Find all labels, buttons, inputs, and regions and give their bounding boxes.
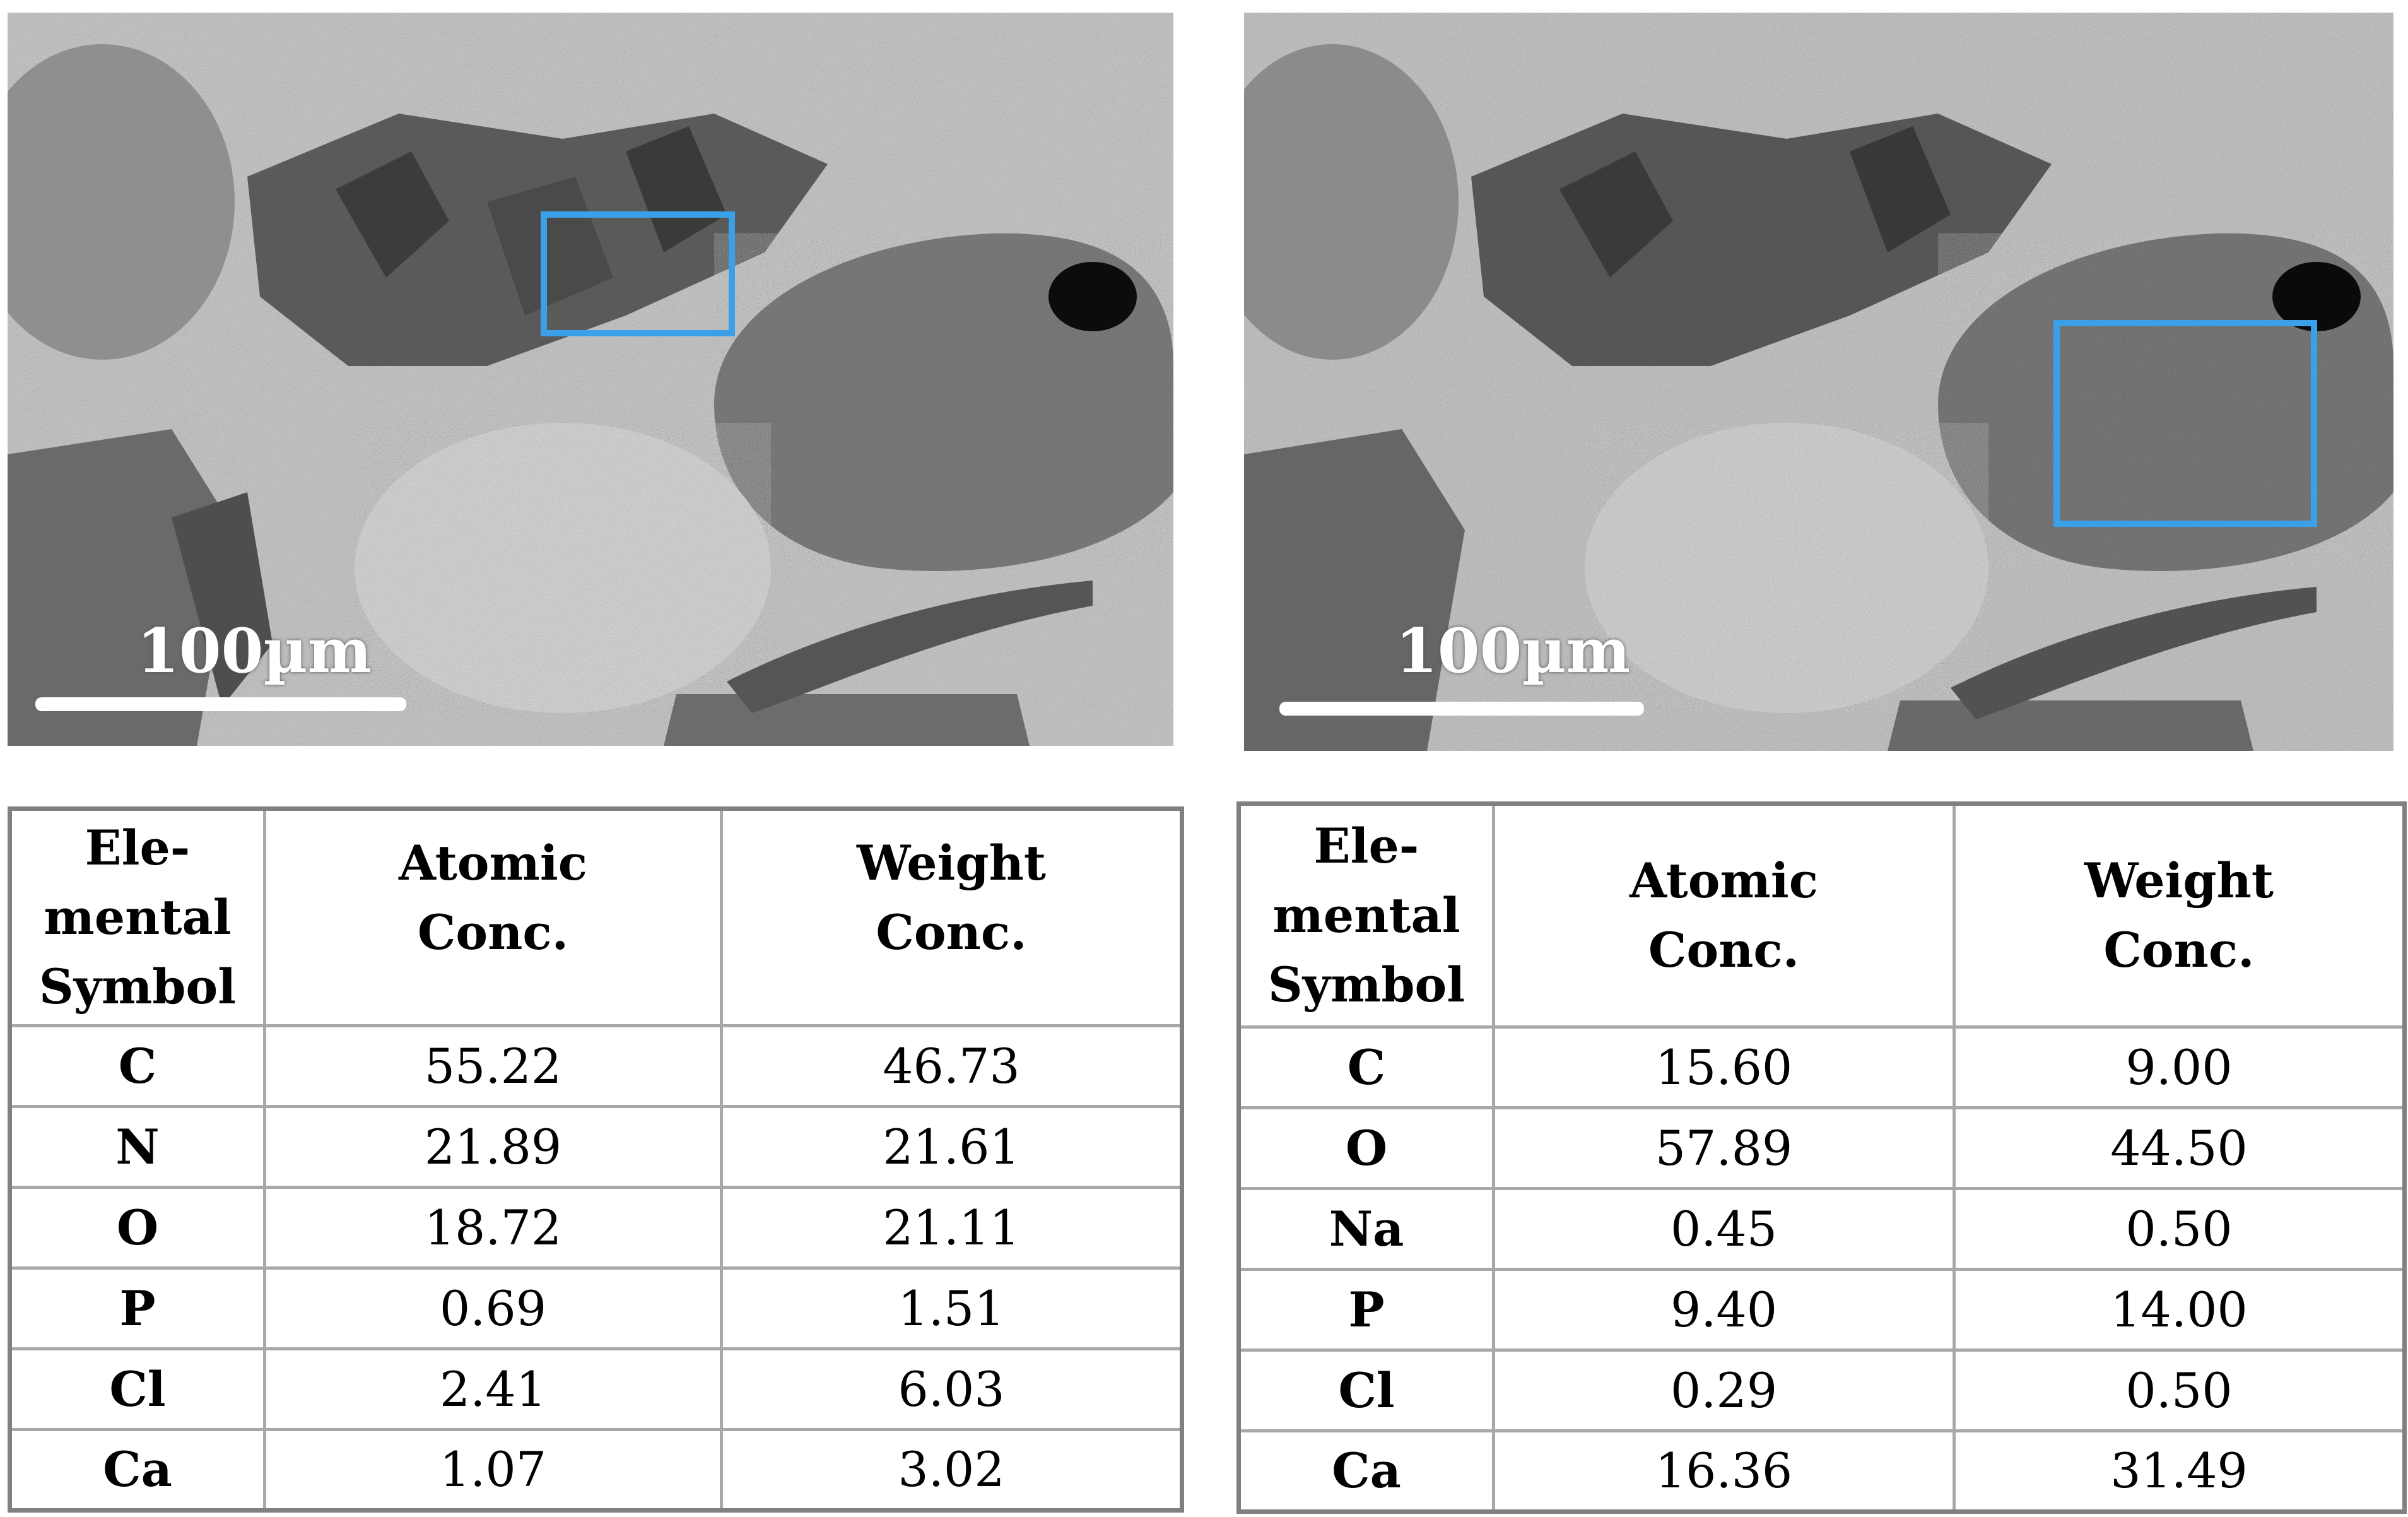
weight-conc-value: 21.11 xyxy=(720,1186,1183,1270)
atomic-conc-value: 9.40 xyxy=(1492,1268,1956,1352)
header-elemental-symbol: Ele- mental Symbol xyxy=(1237,802,1495,1029)
weight-conc-value: 0.50 xyxy=(1953,1187,2406,1271)
table-row: C 55.22 46.73 xyxy=(8,1024,1183,1108)
atomic-conc-value: 55.22 xyxy=(263,1024,723,1108)
table-row: Cl 0.29 0.50 xyxy=(1237,1349,2406,1432)
element-symbol: Na xyxy=(1237,1187,1495,1271)
scale-bar-left xyxy=(35,697,406,711)
table-header-row: Ele- mental Symbol Atomic Conc. Weight C… xyxy=(8,807,1183,1027)
atomic-conc-value: 0.69 xyxy=(263,1266,723,1350)
weight-conc-value: 1.51 xyxy=(720,1266,1183,1350)
element-symbol: Ca xyxy=(1237,1429,1495,1513)
table-row: C 15.60 9.00 xyxy=(1237,1025,2406,1109)
header-elemental-symbol: Ele- mental Symbol xyxy=(8,807,266,1027)
header-atomic-conc: Atomic Conc. xyxy=(263,807,723,1027)
table-header-row: Ele- mental Symbol Atomic Conc. Weight C… xyxy=(1237,802,2406,1029)
weight-conc-value: 14.00 xyxy=(1953,1268,2406,1352)
particle-shape xyxy=(8,44,235,360)
element-symbol: C xyxy=(1237,1025,1495,1109)
atomic-conc-value: 16.36 xyxy=(1492,1429,1956,1513)
element-symbol: P xyxy=(1237,1268,1495,1352)
table-row: Ca 16.36 31.49 xyxy=(1237,1429,2406,1513)
atomic-conc-value: 21.89 xyxy=(263,1105,723,1189)
sem-image-left: 100µm xyxy=(8,13,1173,746)
atomic-conc-value: 18.72 xyxy=(263,1186,723,1270)
weight-conc-value: 31.49 xyxy=(1953,1429,2406,1513)
weight-conc-value: 44.50 xyxy=(1953,1106,2406,1190)
table-row: P 0.69 1.51 xyxy=(8,1266,1183,1350)
measurement-region-right xyxy=(2053,320,2317,527)
eds-table-left: Ele- mental Symbol Atomic Conc. Weight C… xyxy=(8,806,1184,1513)
table-row: O 18.72 21.11 xyxy=(8,1186,1183,1270)
header-weight-conc: Weight Conc. xyxy=(720,807,1183,1027)
table-row: O 57.89 44.50 xyxy=(1237,1106,2406,1190)
sem-micrograph-left xyxy=(8,13,1173,746)
atomic-conc-value: 57.89 xyxy=(1492,1106,1956,1190)
atomic-conc-value: 15.60 xyxy=(1492,1025,1956,1109)
weight-conc-value: 3.02 xyxy=(720,1428,1183,1512)
scale-bar-label-right: 100µm xyxy=(1395,615,1631,687)
header-atomic-conc: Atomic Conc. xyxy=(1492,802,1956,1029)
sem-image-right: 100µm xyxy=(1244,13,2393,751)
element-symbol: Cl xyxy=(1237,1349,1495,1432)
atomic-conc-value: 0.45 xyxy=(1492,1187,1956,1271)
weight-conc-value: 21.61 xyxy=(720,1105,1183,1189)
element-symbol: P xyxy=(8,1266,266,1350)
weight-conc-value: 46.73 xyxy=(720,1024,1183,1108)
scale-bar-label-left: 100µm xyxy=(137,615,372,687)
scale-bar-right xyxy=(1279,702,1644,716)
table-row: P 9.40 14.00 xyxy=(1237,1268,2406,1352)
atomic-conc-value: 2.41 xyxy=(263,1347,723,1431)
atomic-conc-value: 0.29 xyxy=(1492,1349,1956,1432)
table-row: Ca 1.07 3.02 xyxy=(8,1428,1183,1512)
header-weight-conc: Weight Conc. xyxy=(1953,802,2406,1029)
sem-micrograph-right xyxy=(1244,13,2393,751)
element-symbol: Ca xyxy=(8,1428,266,1512)
table-row: N 21.89 21.61 xyxy=(8,1105,1183,1189)
table-row: Na 0.45 0.50 xyxy=(1237,1187,2406,1271)
atomic-conc-value: 1.07 xyxy=(263,1428,723,1512)
element-symbol: O xyxy=(1237,1106,1495,1190)
table-row: Cl 2.41 6.03 xyxy=(8,1347,1183,1431)
measurement-region-left xyxy=(541,211,735,336)
element-symbol: C xyxy=(8,1024,266,1108)
element-symbol: Cl xyxy=(8,1347,266,1431)
weight-conc-value: 6.03 xyxy=(720,1347,1183,1431)
eds-table-right: Ele- mental Symbol Atomic Conc. Weight C… xyxy=(1236,801,2407,1514)
element-symbol: N xyxy=(8,1105,266,1189)
weight-conc-value: 0.50 xyxy=(1953,1349,2406,1432)
weight-conc-value: 9.00 xyxy=(1953,1025,2406,1109)
element-symbol: O xyxy=(8,1186,266,1270)
